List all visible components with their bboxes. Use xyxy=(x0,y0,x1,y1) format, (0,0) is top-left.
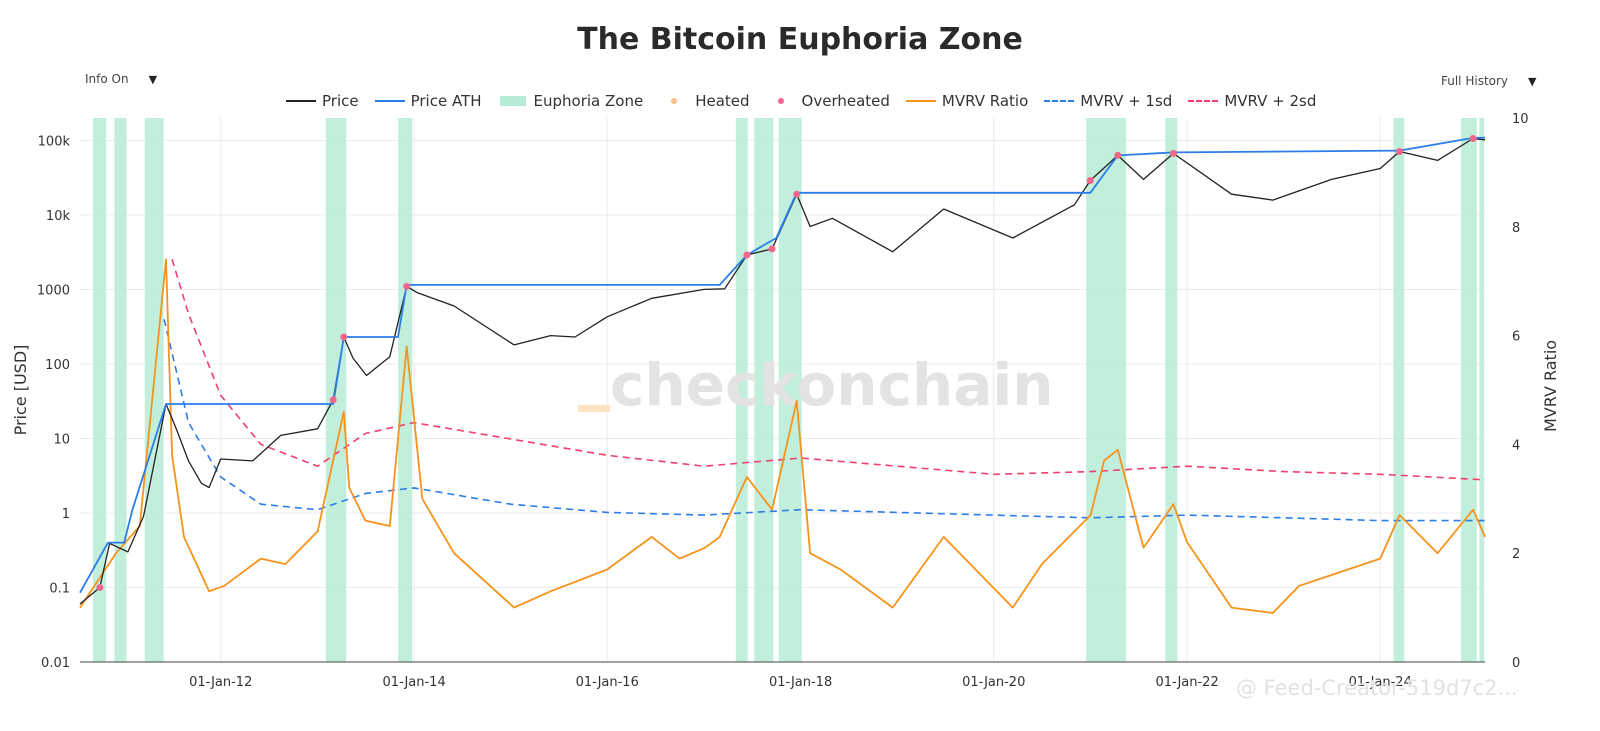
legend-item-price-ath[interactable]: Price ATH xyxy=(374,92,482,110)
overheated-marker xyxy=(1114,151,1122,159)
info-toggle-label: Info On xyxy=(85,72,129,86)
x-tick-label: 01-Jan-12 xyxy=(189,675,252,690)
legend-item-mvrv-2sd[interactable]: MVRV + 2sd xyxy=(1188,92,1316,110)
legend-label: Euphoria Zone xyxy=(533,92,644,110)
overheated-marker xyxy=(1086,176,1094,184)
chart-watermark: checkonchain xyxy=(610,351,1054,419)
legend-item-heated[interactable]: Heated xyxy=(659,92,750,110)
legend-item-price[interactable]: Price xyxy=(286,92,359,110)
x-tick-label: 01-Jan-18 xyxy=(769,675,832,690)
mvrv-2sd-line xyxy=(171,259,1486,481)
x-tick-label: 01-Jan-22 xyxy=(1156,675,1219,690)
euphoria-zone-band xyxy=(92,118,107,662)
y-tick-label: 100 xyxy=(45,358,70,373)
legend-label: MVRV + 2sd xyxy=(1224,92,1317,110)
euphoria-zone-band xyxy=(397,118,413,662)
legend-item-mvrv-1sd[interactable]: MVRV + 1sd xyxy=(1044,92,1172,110)
legend-swatch xyxy=(659,94,689,108)
y-tick-label: 10k xyxy=(46,209,71,224)
overheated-marker xyxy=(96,583,104,591)
y2-tick-label: 4 xyxy=(1512,438,1520,453)
x-tick-label: 01-Jan-20 xyxy=(962,675,1025,690)
price-line xyxy=(79,137,1486,605)
range-label: Full History xyxy=(1441,74,1509,88)
euphoria-zone-band xyxy=(754,118,774,662)
y-tick-label: 10 xyxy=(53,432,70,447)
footer-watermark: @ Feed-Creator-519d7c2... xyxy=(1236,676,1518,700)
euphoria-zone-band xyxy=(735,118,748,662)
y-tick-label: 1000 xyxy=(37,283,70,298)
euphoria-zone-band xyxy=(1479,118,1485,662)
legend-label: Overheated xyxy=(801,92,890,110)
y2-tick-label: 8 xyxy=(1512,221,1520,236)
legend-swatch xyxy=(374,94,405,108)
overheated-marker xyxy=(403,282,411,290)
chart-legend: Price Price ATH Euphoria Zone Heated Overhea… xyxy=(286,91,1332,111)
legend-swatch xyxy=(1044,94,1075,108)
euphoria-zone-band xyxy=(114,118,127,662)
y2-tick-label: 0 xyxy=(1512,656,1520,671)
euphoria-zone-band xyxy=(1393,118,1405,662)
info-toggle-dropdown[interactable]: Info On ▼ xyxy=(85,72,157,86)
legend-label: MVRV Ratio xyxy=(941,92,1029,110)
overheated-marker xyxy=(1169,149,1177,157)
euphoria-zone-band xyxy=(144,118,164,662)
overheated-marker xyxy=(1469,135,1477,143)
y2-tick-label: 10 xyxy=(1512,112,1529,127)
x-tick-label: 01-Jan-14 xyxy=(383,675,446,690)
legend-item-euphoria-zone[interactable]: Euphoria Zone xyxy=(498,92,644,110)
legend-swatch xyxy=(498,94,528,108)
y2-axis-title: MVRV Ratio xyxy=(1541,340,1560,432)
legend-item-overheated[interactable]: Overheated xyxy=(766,92,890,110)
overheated-marker xyxy=(768,245,776,253)
caret-down-icon: ▼ xyxy=(148,73,158,86)
legend-swatch xyxy=(1188,94,1219,108)
legend-swatch xyxy=(905,94,936,108)
legend-label: Price xyxy=(322,92,359,110)
euphoria-zone-band xyxy=(1165,118,1178,662)
legend-label: Heated xyxy=(695,92,750,110)
x-tick-label: 01-Jan-16 xyxy=(576,675,639,690)
y2-tick-label: 2 xyxy=(1512,547,1520,562)
y-tick-label: 1 xyxy=(62,507,70,522)
overheated-marker xyxy=(743,251,751,259)
caret-down-icon: ▼ xyxy=(1528,75,1537,88)
y-axis-title: Price [USD] xyxy=(11,345,30,436)
overheated-marker xyxy=(329,396,337,404)
legend-swatch xyxy=(286,94,316,108)
euphoria-zone-band xyxy=(1086,118,1127,662)
y-tick-label: 100k xyxy=(38,134,71,149)
legend-label: Price ATH xyxy=(410,92,482,110)
x-tick-label: 01-Jan-24 xyxy=(1349,675,1412,690)
y2-tick-label: 6 xyxy=(1512,330,1520,345)
watermark-mark xyxy=(578,405,610,412)
euphoria-zone-band xyxy=(1460,118,1477,662)
range-dropdown[interactable]: Full History ▼ xyxy=(1441,74,1537,88)
overheated-marker xyxy=(1396,148,1404,156)
legend-label: MVRV + 1sd xyxy=(1080,92,1173,110)
overheated-marker xyxy=(340,333,348,341)
euphoria-zone-band xyxy=(778,118,802,662)
mvrv-ratio-line xyxy=(79,258,1486,614)
y-tick-label: 0.01 xyxy=(41,656,70,671)
y-tick-label: 0.1 xyxy=(49,581,70,596)
chart-title: The Bitcoin Euphoria Zone xyxy=(577,22,1023,57)
overheated-marker xyxy=(793,190,801,198)
legend-item-mvrv-ratio[interactable]: MVRV Ratio xyxy=(905,92,1029,110)
mvrv-1sd-line xyxy=(163,319,1485,522)
legend-swatch xyxy=(766,94,796,108)
